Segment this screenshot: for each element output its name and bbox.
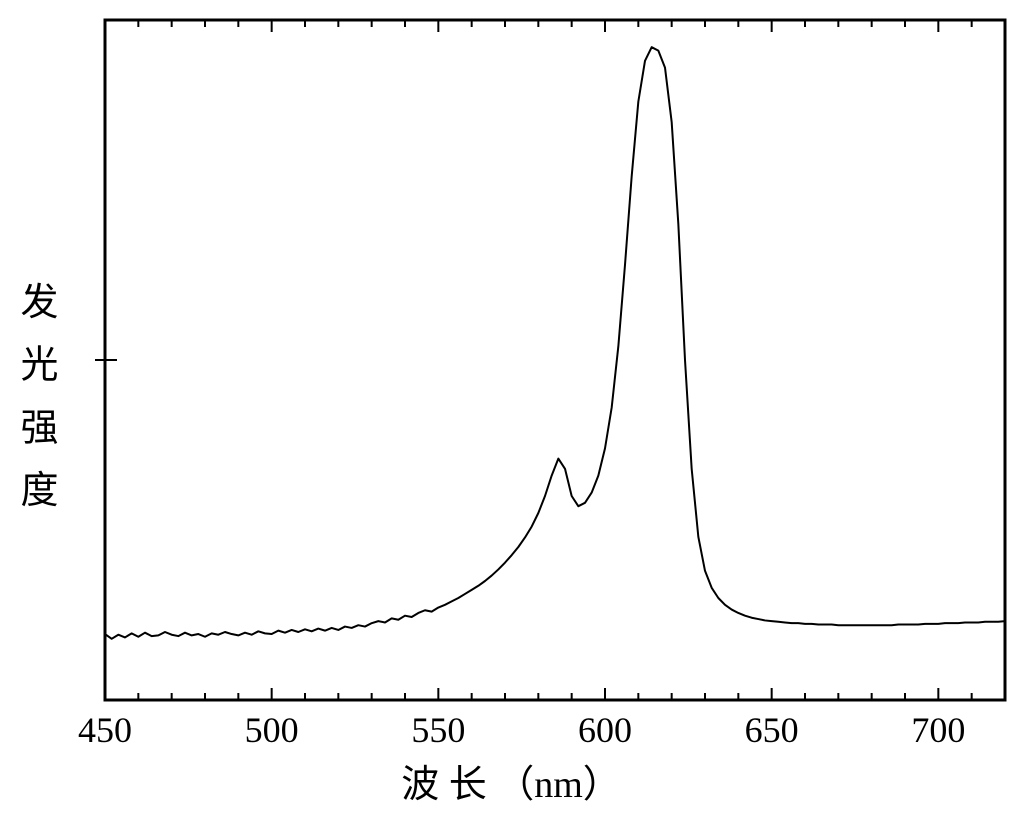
svg-text:500: 500 <box>245 710 299 750</box>
svg-text:700: 700 <box>911 710 965 750</box>
svg-text:650: 650 <box>745 710 799 750</box>
svg-text:550: 550 <box>411 710 465 750</box>
chart-canvas: 450 500 550 600 650 700 <box>0 0 1022 814</box>
svg-text:450: 450 <box>78 710 132 750</box>
spectrum-chart: 450 500 550 600 650 700 发光强度 波 长 （nm） <box>0 0 1022 814</box>
svg-text:600: 600 <box>578 710 632 750</box>
y-axis-label: 发光强度 <box>8 282 63 533</box>
x-axis-label: 波 长 （nm） <box>401 753 621 808</box>
